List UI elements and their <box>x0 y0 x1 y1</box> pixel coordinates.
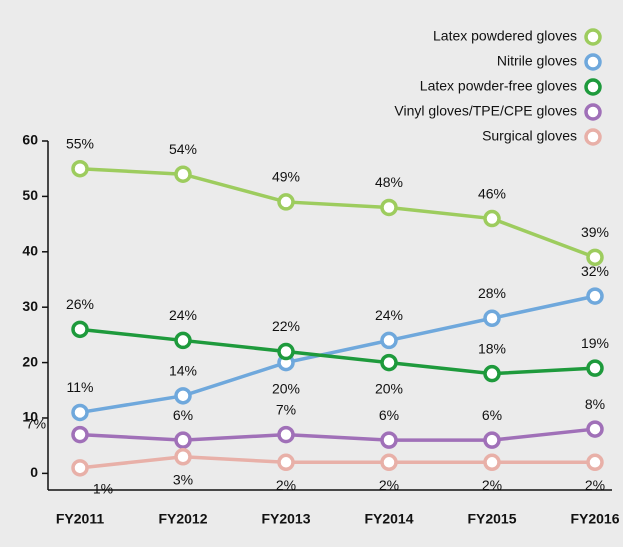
data-point <box>483 209 501 228</box>
legend-label: Latex powder-free gloves <box>420 78 577 94</box>
legend-label: Nitrile gloves <box>497 53 577 69</box>
x-tick-label: FY2014 <box>364 511 413 527</box>
data-label: 24% <box>169 307 197 323</box>
data-point <box>174 165 192 183</box>
series-line <box>79 327 596 376</box>
data-label: 32% <box>581 263 609 279</box>
legend-label: Surgical gloves <box>482 128 577 144</box>
data-label: 3% <box>173 471 193 487</box>
data-label: 8% <box>585 396 605 412</box>
data-point <box>71 425 89 444</box>
data-label: 2% <box>276 477 296 493</box>
data-label: 22% <box>272 318 300 334</box>
data-label: 54% <box>169 141 197 157</box>
data-point <box>586 287 604 305</box>
data-label: 28% <box>478 285 506 301</box>
data-label: 26% <box>66 296 94 312</box>
data-point <box>71 403 89 422</box>
data-point <box>483 453 501 472</box>
legend-marker <box>584 78 602 96</box>
legend-marker <box>584 103 602 121</box>
data-point <box>71 320 89 339</box>
data-point <box>483 309 501 328</box>
series-line <box>79 455 595 470</box>
legend-marker <box>584 128 602 146</box>
data-point <box>586 453 604 472</box>
data-point <box>380 331 398 350</box>
x-tick-label: FY2016 <box>570 511 619 527</box>
x-tick-label: FY2012 <box>158 511 207 527</box>
data-label: 7% <box>276 401 296 417</box>
data-label: 14% <box>169 363 197 379</box>
x-tick-label: FY2015 <box>467 511 516 527</box>
data-point <box>380 198 398 217</box>
data-point <box>277 425 295 444</box>
y-tick-label: 10 <box>22 409 38 425</box>
data-point <box>71 159 89 178</box>
legend-label: Latex powdered gloves <box>433 28 577 44</box>
data-label: 48% <box>375 174 403 190</box>
data-point <box>483 431 501 449</box>
data-label: 6% <box>379 407 399 423</box>
data-point <box>71 459 89 477</box>
data-label: 7% <box>26 415 46 431</box>
y-tick-label: 40 <box>22 242 38 258</box>
data-point <box>380 353 398 372</box>
y-tick-label: 60 <box>22 132 38 148</box>
data-label: 19% <box>581 335 609 351</box>
data-label: 6% <box>173 407 193 423</box>
data-label: 2% <box>482 477 502 493</box>
legend-marker <box>584 28 602 46</box>
data-point <box>174 387 192 405</box>
data-label: 20% <box>375 380 403 396</box>
data-point <box>277 342 295 361</box>
data-label: 1% <box>93 481 113 497</box>
data-label: 6% <box>482 407 502 423</box>
data-point <box>586 420 604 438</box>
data-point <box>380 453 398 472</box>
data-point <box>483 364 501 383</box>
data-label: 18% <box>478 340 506 356</box>
series-line <box>79 294 596 415</box>
data-point <box>174 331 192 350</box>
data-label: 39% <box>581 224 609 240</box>
data-point <box>174 431 192 449</box>
y-tick-label: 20 <box>22 353 38 369</box>
data-label: 24% <box>375 307 403 323</box>
data-label: 20% <box>272 380 300 396</box>
x-tick-label: FY2013 <box>261 511 310 527</box>
data-point <box>174 448 192 466</box>
data-label: 11% <box>67 379 94 395</box>
data-label: 2% <box>585 477 605 493</box>
y-tick-label: 30 <box>22 298 38 314</box>
data-label: 2% <box>379 477 399 493</box>
data-label: 46% <box>478 185 506 201</box>
legend-label: Vinyl gloves/TPE/CPE gloves <box>394 103 577 119</box>
y-tick-label: 0 <box>30 464 38 480</box>
y-tick-label: 50 <box>22 187 38 203</box>
series-line <box>79 427 596 442</box>
data-point <box>277 453 295 472</box>
data-point <box>586 359 604 377</box>
data-point <box>277 193 295 211</box>
x-tick-label: FY2011 <box>56 511 104 527</box>
legend-marker <box>584 53 602 71</box>
data-point <box>586 248 604 267</box>
data-point <box>380 431 398 449</box>
series-line <box>79 166 596 259</box>
data-label: 55% <box>66 135 94 151</box>
data-label: 49% <box>272 169 300 185</box>
